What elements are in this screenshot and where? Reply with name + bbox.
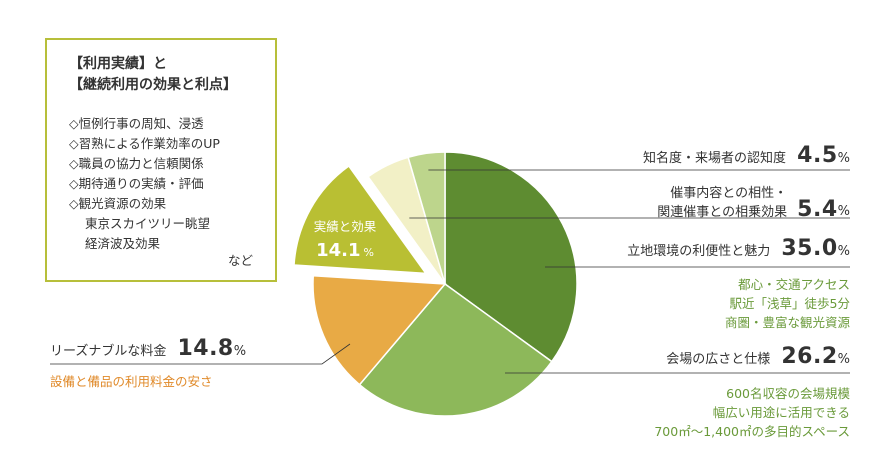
pie-slice-ryokin bbox=[312, 274, 447, 386]
notes-ryokin: 設備と備品の利用料金の安さ bbox=[50, 372, 213, 391]
infobox-title-line: 【利用実績】と bbox=[69, 56, 167, 72]
note-line: 600名収容の会場規模 bbox=[726, 386, 850, 401]
infobox-item: ◇恒例行事の周知、浸透 bbox=[69, 116, 204, 131]
notes-hirosa: 600名収容の会場規模 幅広い用途に活用できる 700㎡〜1,400㎡の多目的ス… bbox=[654, 384, 850, 441]
note-line: 駅近「浅草」徒歩5分 bbox=[729, 296, 850, 311]
label-ritchi: 立地環境の利便性と魅力 35.0% bbox=[627, 236, 850, 261]
usage-results-box: 【利用実績】と 【継続利用の効果と利点】 ◇恒例行事の周知、浸透 ◇習熟による作… bbox=[45, 38, 277, 282]
label-name: リーズナブルな料金 bbox=[50, 344, 167, 359]
infobox-etc: など bbox=[227, 253, 253, 268]
note-line: 商圏・豊富な観光資源 bbox=[724, 315, 850, 330]
infobox-subitem: 東京スカイツリー眺望 bbox=[85, 216, 211, 231]
label-name: 会場の広さと仕様 bbox=[666, 352, 771, 367]
label-unit: % bbox=[233, 344, 247, 359]
infobox-item: ◇期待通りの実績・評価 bbox=[69, 176, 204, 191]
label-value: 35.0 bbox=[781, 236, 838, 261]
label-value: 14.8 bbox=[177, 336, 234, 361]
infobox-item: ◇観光資源の効果 bbox=[69, 196, 167, 211]
pie-slice-ritchi bbox=[444, 151, 578, 363]
notes-ritchi: 都心・交通アクセス 駅近「浅草」徒歩5分 商圏・豊富な観光資源 bbox=[725, 275, 850, 332]
label-value: 5.4 bbox=[797, 197, 838, 222]
label-unit: % bbox=[837, 352, 850, 367]
note-line: 都心・交通アクセス bbox=[738, 277, 850, 292]
label-unit: % bbox=[837, 244, 850, 259]
infobox-item: ◇習熟による作業効率のUP bbox=[69, 136, 220, 151]
label-name: 立地環境の利便性と魅力 bbox=[627, 244, 771, 259]
label-value: 4.5 bbox=[797, 143, 838, 168]
infobox-subitem: 経済波及効果 bbox=[85, 236, 161, 251]
label-name-line: 関連催事との相乗効果 bbox=[657, 204, 788, 220]
label-unit: % bbox=[837, 151, 850, 166]
label-unit: % bbox=[837, 204, 850, 219]
note-line: 700㎡〜1,400㎡の多目的スペース bbox=[654, 424, 850, 439]
infobox-item: ◇職員の協力と信頼関係 bbox=[69, 156, 204, 171]
slice-label-jisseki: 実績と効果 14.1% bbox=[314, 219, 377, 261]
label-value: 26.2 bbox=[781, 344, 838, 369]
slice-name-jisseki: 実績と効果 bbox=[314, 219, 377, 234]
label-name: 催事内容との相性・ 関連催事との相乗効果 bbox=[657, 184, 787, 222]
label-hirosa: 会場の広さと仕様 26.2% bbox=[666, 344, 850, 369]
note-line: 幅広い用途に活用できる bbox=[712, 405, 850, 420]
label-name: 知名度・来場者の認知度 bbox=[643, 151, 787, 166]
slice-value-jisseki: 14.1% bbox=[316, 240, 374, 261]
infobox-items: ◇恒例行事の周知、浸透 ◇習熟による作業効率のUP ◇職員の協力と信頼関係 ◇期… bbox=[69, 114, 220, 254]
infobox-title-line: 【継続利用の効果と利点】 bbox=[69, 77, 237, 93]
label-aisho: 催事内容との相性・ 関連催事との相乗効果 5.4% bbox=[657, 183, 850, 223]
pie-slice-hirosa bbox=[358, 282, 553, 417]
note-line: 設備と備品の利用料金の安さ bbox=[50, 374, 213, 389]
infobox-title: 【利用実績】と 【継続利用の効果と利点】 bbox=[69, 54, 237, 96]
pie-slice-jisseki bbox=[293, 165, 428, 275]
label-name-line: 催事内容との相性・ bbox=[670, 185, 788, 201]
label-ryokin: リーズナブルな料金 14.8% bbox=[50, 336, 246, 361]
label-ninchido: 知名度・来場者の認知度 4.5% bbox=[643, 143, 850, 168]
leader-line-ryokin bbox=[50, 343, 351, 365]
